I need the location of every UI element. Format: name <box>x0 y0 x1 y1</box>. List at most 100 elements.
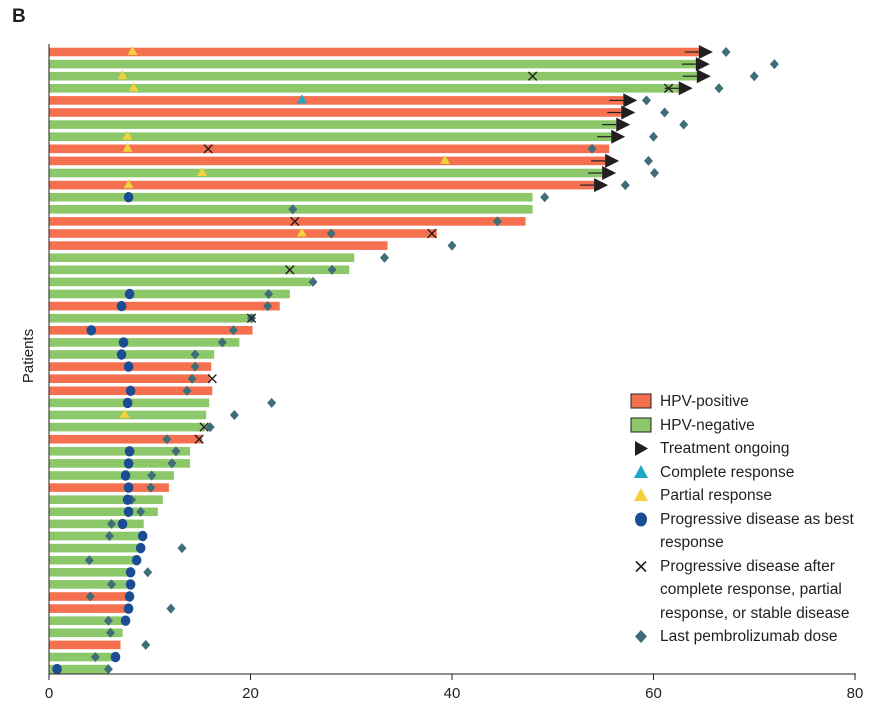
ongoing-arrow-icon <box>621 105 636 120</box>
partial-response-marker <box>128 82 139 92</box>
patient-bar-50 <box>49 640 121 650</box>
last-dose-marker <box>540 192 550 203</box>
last-dose-marker <box>721 47 731 57</box>
patient-bar-47 <box>49 604 128 613</box>
progression-after-response-marker <box>203 144 213 154</box>
last-dose-marker <box>229 410 239 420</box>
partial-response-marker <box>296 227 307 237</box>
patient-bar-36 <box>49 471 174 480</box>
partial-response-marker <box>127 46 138 55</box>
progressive-disease-marker <box>110 651 121 663</box>
last-dose-marker <box>641 95 651 106</box>
progression-after-response-marker <box>427 228 437 239</box>
legend-item-hpv-negative: HPV-negative <box>630 414 875 438</box>
last-dose-marker <box>587 143 597 154</box>
last-dose-marker <box>187 373 197 384</box>
progressive-disease-marker <box>135 542 146 554</box>
patient-bar-18 <box>49 253 355 262</box>
last-dose-marker <box>447 240 457 251</box>
legend-item-progressive-disease: Progressive disease as best response <box>630 508 875 555</box>
last-dose-marker <box>660 107 670 118</box>
progression-after-response-marker <box>527 71 538 81</box>
patient-bar-48 <box>49 616 127 625</box>
last-dose-marker <box>217 337 227 348</box>
patient-bar-10 <box>49 156 606 166</box>
patient-bar-51 <box>49 652 119 662</box>
last-dose-marker <box>84 555 94 566</box>
patient-bar-8 <box>49 132 612 141</box>
legend-item-pd-after-response: Progressive disease after complete respo… <box>630 555 875 626</box>
ongoing-arrow-icon <box>602 166 617 180</box>
ongoing-arrow-icon <box>696 69 711 84</box>
progressive-disease-marker <box>123 458 134 469</box>
last-dose-marker <box>643 155 653 166</box>
last-dose-marker <box>749 71 759 82</box>
partial-response-marker <box>439 154 450 164</box>
partial-response-marker <box>197 167 208 176</box>
last-dose-marker <box>190 349 200 360</box>
y-axis-label: Patients <box>20 329 37 383</box>
progressive-disease-marker <box>123 506 134 517</box>
last-dose-marker <box>146 482 156 493</box>
progressive-disease-marker <box>124 288 135 300</box>
patient-bar-21 <box>49 289 290 299</box>
last-dose-marker <box>171 446 181 457</box>
complete-response-marker <box>296 94 307 104</box>
last-dose-marker <box>205 422 215 433</box>
last-dose-marker <box>136 506 146 517</box>
last-dose-marker <box>326 228 336 239</box>
patient-bar-15 <box>49 217 526 226</box>
last-dose-marker <box>190 361 200 372</box>
progressive-disease-marker <box>117 518 128 530</box>
patient-bar-19 <box>49 265 350 275</box>
progressive-disease-marker <box>123 361 134 372</box>
circle-blue-icon <box>635 512 647 526</box>
legend-label: Progressive disease after complete respo… <box>660 557 850 622</box>
ongoing-arrow-icon <box>616 117 631 132</box>
legend-item-partial-response: Partial response <box>630 484 875 508</box>
progressive-disease-marker <box>116 300 127 312</box>
patient-bar-3 <box>49 71 697 81</box>
last-dose-marker <box>141 639 151 650</box>
last-dose-marker <box>263 301 273 312</box>
bars-layer <box>49 47 699 674</box>
last-dose-marker <box>103 615 113 626</box>
triangle-teal-icon <box>634 464 648 478</box>
patient-bar-7 <box>49 120 617 129</box>
arrow-right-icon <box>635 441 648 456</box>
progression-after-response-marker <box>199 422 209 432</box>
hpv-positive-swatch <box>630 393 652 409</box>
last-dose-marker <box>167 458 177 469</box>
progressive-disease-marker <box>125 579 136 590</box>
last-dose-marker <box>769 59 779 70</box>
patient-bar-41 <box>49 531 140 541</box>
partial-response-marker <box>117 70 128 80</box>
patient-bar-25 <box>49 338 240 347</box>
legend-label: Last pembrolizumab dose <box>660 628 838 645</box>
patient-bar-13 <box>49 192 533 202</box>
last-dose-marker <box>288 204 298 215</box>
x-tick-label: 80 <box>847 685 864 702</box>
last-dose-marker <box>327 264 337 275</box>
patient-bar-32 <box>49 422 206 432</box>
patient-bar-20 <box>49 277 311 287</box>
progressive-disease-marker <box>123 603 134 614</box>
hpv-negative-swatch <box>630 417 652 432</box>
last-dose-marker <box>650 168 660 178</box>
last-dose-marker <box>714 83 724 94</box>
ongoing-arrow-icon <box>695 57 710 72</box>
patient-bar-12 <box>49 180 595 190</box>
patient-bar-24 <box>49 326 253 335</box>
partial-response-marker <box>123 179 134 189</box>
patient-bar-4 <box>49 84 679 93</box>
x-tick-label: 60 <box>645 685 662 702</box>
patient-bar-34 <box>49 447 191 456</box>
last-dose-marker <box>106 579 116 590</box>
ongoing-arrow-icon <box>605 153 620 168</box>
last-dose-marker <box>147 470 157 481</box>
legend-item-ongoing: Treatment ongoing <box>630 437 875 461</box>
ongoing-arrow-icon <box>623 93 638 108</box>
patient-bar-17 <box>49 241 388 250</box>
patient-bar-23 <box>49 313 255 323</box>
progressive-disease-marker <box>122 494 133 505</box>
